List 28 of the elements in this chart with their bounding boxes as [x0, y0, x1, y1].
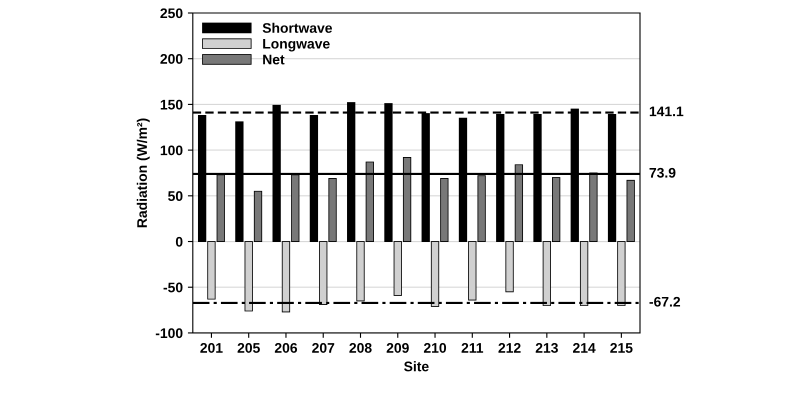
- x-tick-label: 212: [498, 343, 521, 353]
- y-tick-label: -100: [156, 328, 183, 338]
- x-tick-label: 215: [610, 343, 633, 353]
- y-tick-label: 50: [168, 191, 183, 201]
- y-axis-title: Radiation (W/m²): [136, 118, 150, 228]
- x-tick-label: 206: [274, 343, 298, 353]
- x-tick-label: 207: [312, 343, 334, 353]
- y-tick-label: 200: [160, 54, 183, 64]
- ref-line-label: 141.1: [650, 106, 684, 116]
- x-tick-label: 208: [349, 343, 372, 353]
- y-tick-label: -50: [164, 282, 183, 292]
- x-tick-label: 205: [238, 343, 260, 353]
- legend-label: Net: [263, 54, 284, 64]
- x-axis-title: Site: [404, 361, 429, 372]
- x-tick-label: 213: [536, 343, 558, 353]
- y-tick-label: 0: [176, 236, 183, 247]
- ref-line-label: 73.9: [650, 168, 676, 178]
- y-tick-label: 250: [160, 8, 183, 18]
- x-tick-label: 209: [386, 343, 409, 353]
- ref-line-label: -67.2: [649, 296, 680, 307]
- legend-label: Longwave: [263, 38, 330, 52]
- x-tick-label: 201: [200, 343, 223, 353]
- legend-label: Shortwave: [262, 22, 332, 33]
- x-tick-label: 211: [462, 343, 484, 353]
- x-tick-label: 210: [424, 343, 446, 353]
- x-tick-label: 214: [572, 343, 596, 353]
- y-tick-label: 100: [160, 145, 183, 156]
- y-tick-label: 150: [160, 100, 183, 110]
